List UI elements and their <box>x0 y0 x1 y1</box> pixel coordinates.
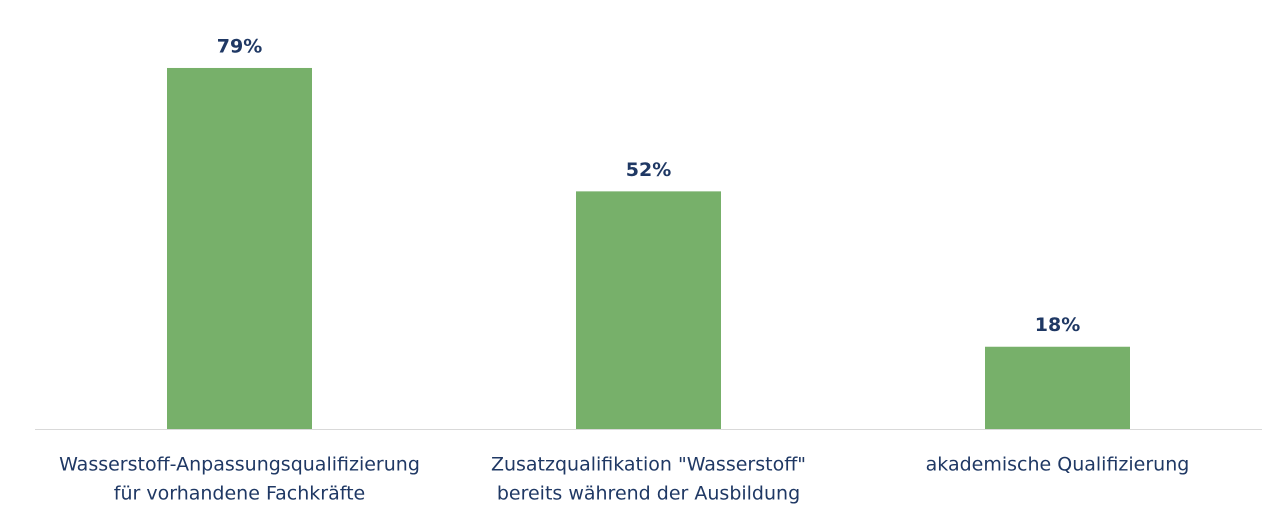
value-label: 52% <box>626 159 671 181</box>
bar <box>985 346 1130 429</box>
x-tick-label: Zusatzqualifikation "Wasserstoff" <box>491 454 806 476</box>
x-tick-label: bereits während der Ausbildung <box>497 483 800 505</box>
value-label: 79% <box>217 35 262 57</box>
x-tick-label: akademische Qualifizierung <box>926 454 1190 476</box>
bar <box>576 191 721 429</box>
x-tick-label: für vorhandene Fachkräfte <box>114 483 365 505</box>
x-tick-label: Wasserstoff-Anpassungsqualifizierung <box>59 454 420 476</box>
bar <box>167 67 312 429</box>
value-label: 18% <box>1035 314 1080 336</box>
